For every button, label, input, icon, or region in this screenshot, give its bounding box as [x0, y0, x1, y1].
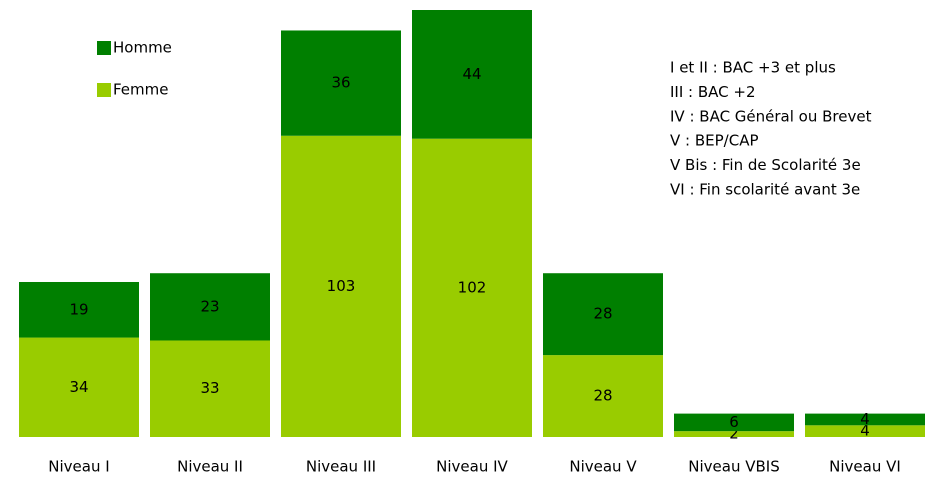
bar-segment — [412, 10, 532, 139]
legend-swatch — [97, 41, 111, 55]
annotation: V Bis : Fin de Scolarité 3e — [670, 156, 861, 174]
bar-segment — [543, 273, 663, 356]
x-tick-label: Niveau I — [48, 458, 109, 476]
annotation: I et II : BAC +3 et plus — [670, 59, 836, 77]
bar-segment — [412, 138, 532, 437]
data-label: 2 — [729, 425, 739, 443]
data-label: 4 — [860, 410, 870, 428]
data-label: 6 — [729, 413, 739, 431]
data-label: 103 — [327, 277, 356, 295]
bar-segment — [19, 337, 139, 437]
data-label: 23 — [200, 297, 219, 315]
data-label: 44 — [462, 65, 481, 83]
annotation: VI : Fin scolarité avant 3e — [670, 181, 860, 199]
data-label: 36 — [331, 74, 350, 92]
bar-segment — [674, 431, 794, 437]
data-label: 28 — [593, 387, 612, 405]
data-label: 33 — [200, 379, 219, 397]
bar-segment — [281, 135, 401, 438]
bar-segment — [543, 355, 663, 437]
x-tick-label: Niveau V — [569, 458, 637, 476]
bar-segment — [150, 273, 270, 341]
bar-segment — [674, 413, 794, 432]
data-label: 34 — [69, 378, 88, 396]
annotation: III : BAC +2 — [670, 83, 756, 101]
x-tick-label: Niveau IV — [436, 458, 508, 476]
bar-segment — [150, 340, 270, 437]
bar-segment — [805, 413, 925, 426]
bar-segment — [805, 425, 925, 437]
annotation: V : BEP/CAP — [670, 132, 759, 150]
legend-swatch — [97, 83, 111, 97]
data-label: 19 — [69, 300, 88, 318]
annotation: IV : BAC Général ou Brevet — [670, 107, 872, 125]
data-label: 28 — [593, 305, 612, 323]
bar-segment — [19, 281, 139, 338]
x-tick-label: Niveau VI — [829, 458, 901, 476]
x-tick-label: Niveau II — [177, 458, 243, 476]
x-tick-label: Niveau III — [306, 458, 376, 476]
x-tick-label: Niveau VBIS — [688, 458, 779, 476]
legend-label: Femme — [113, 81, 169, 99]
data-label: 102 — [458, 278, 487, 296]
bar-segment — [281, 30, 401, 136]
legend-label: Homme — [113, 39, 172, 57]
data-label: 4 — [860, 422, 870, 440]
